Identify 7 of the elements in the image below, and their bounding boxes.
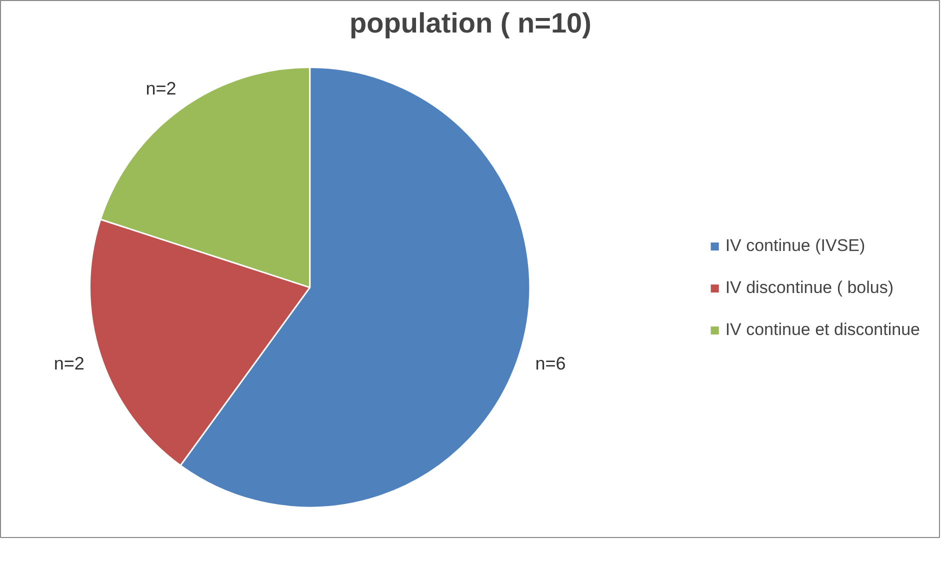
data-label: n=6 [535,353,566,374]
legend-label: IV discontinue ( bolus) [725,278,894,298]
data-label: n=2 [54,353,84,374]
data-label: n=2 [146,78,176,98]
legend-label: IV continue et discontinue [725,320,920,340]
legend-label: IV continue (IVSE) [725,236,866,256]
chart-title: population ( n=10) [350,8,592,38]
